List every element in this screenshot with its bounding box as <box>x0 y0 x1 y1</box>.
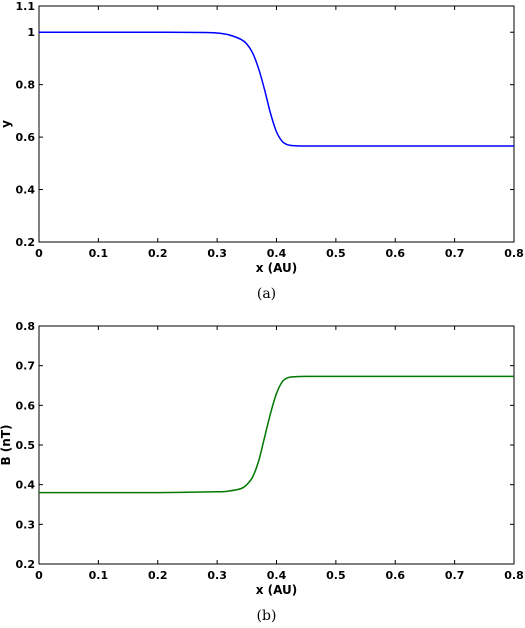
y-tick-label: 0.4 <box>16 479 36 492</box>
y-tick-label: 0.5 <box>16 439 36 452</box>
x-tick-label: 0.2 <box>148 569 168 582</box>
plot-area-frame <box>38 325 515 565</box>
y-tick-label: 0.3 <box>16 518 36 531</box>
y-tick-label: 0.4 <box>16 184 36 197</box>
y-tick-label: 0.8 <box>16 79 36 92</box>
y-tick-label: 1.1 <box>16 0 36 13</box>
x-tick-label: 0.8 <box>504 569 524 582</box>
x-tick-label: 0.8 <box>504 247 524 260</box>
x-tick-label: 0 <box>35 247 43 260</box>
y-tick-label: 0.2 <box>16 236 36 249</box>
panel-caption: (b) <box>257 608 277 624</box>
series-line <box>38 375 514 494</box>
series-line <box>38 31 514 147</box>
x-axis-label: x (AU) <box>256 583 298 597</box>
x-tick-label: 0.5 <box>326 569 346 582</box>
x-tick-label: 0.1 <box>89 569 109 582</box>
x-tick-label: 0.5 <box>326 247 346 260</box>
x-tick-label: 0.4 <box>267 569 287 582</box>
y-tick-label: 0.6 <box>16 399 36 412</box>
x-tick-label: 0.4 <box>267 247 287 260</box>
x-tick-label: 0.7 <box>445 247 465 260</box>
x-tick-label: 0.3 <box>207 569 227 582</box>
plot-area-frame <box>38 5 515 243</box>
x-tick-label: 0.1 <box>89 247 109 260</box>
x-tick-label: 0.6 <box>386 247 406 260</box>
panel-caption: (a) <box>257 286 276 302</box>
y-tick-label: 0.6 <box>16 131 36 144</box>
x-tick-label: 0.3 <box>207 247 227 260</box>
y-axis-label: B (nT) <box>0 424 13 465</box>
y-tick-label: 1 <box>27 26 35 39</box>
x-tick-label: 0.7 <box>445 569 465 582</box>
y-tick-label: 0.8 <box>16 320 36 333</box>
y-tick-label: 0.2 <box>16 558 36 571</box>
x-tick-label: 0.6 <box>386 569 406 582</box>
x-axis-label: x (AU) <box>256 261 298 275</box>
y-tick-label: 0.7 <box>16 360 36 373</box>
chart-panel-a: 0 0.1 0.2 0.3 0.4 0.5 0.6 0.7 0.8 0.2 0.4 0.6 0.8 1 1.… <box>0 0 524 302</box>
x-tick-label: 0 <box>35 569 43 582</box>
chart-panel-b: 0 0.1 0.2 0.3 0.4 0.5 0.6 0.7 0.8 0.2 0.3 0.4 0.5 0.6… <box>0 320 524 624</box>
x-tick-label: 0.2 <box>148 247 168 260</box>
y-axis-label: y <box>0 120 13 128</box>
